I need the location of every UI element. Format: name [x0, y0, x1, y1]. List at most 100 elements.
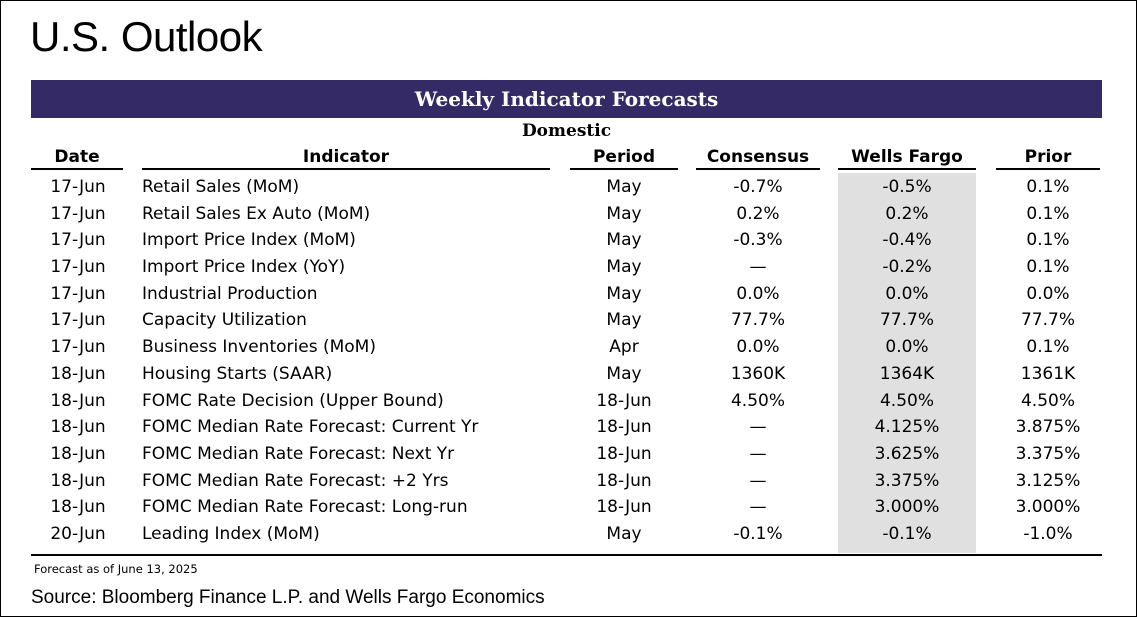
period-cell: 18-Jun [596, 443, 652, 464]
table-row: 18-Jun FOMC Median Rate Forecast: +2 Yrs 1… [0, 468, 1137, 495]
wells-fargo-column-highlight [838, 173, 976, 553]
indicator-cell: FOMC Median Rate Forecast: Long-run [142, 497, 468, 518]
prior-cell: 3.375% [1015, 443, 1081, 464]
date-cell: 17-Jun [50, 283, 106, 304]
table-row: 20-Jun Leading Index (MoM) May -0.1% -0.1% -1… [0, 521, 1137, 548]
indicator-cell: FOMC Median Rate Forecast: Next Yr [142, 443, 455, 464]
date-cell: 17-Jun [50, 337, 106, 358]
wells-fargo-cell: 77.7% [879, 310, 934, 331]
column-header-indicator: Indicator [142, 146, 550, 170]
column-header-date: Date [31, 146, 123, 170]
indicator-cell: FOMC Rate Decision (Upper Bound) [142, 390, 444, 411]
indicator-cell: Retail Sales Ex Auto (MoM) [142, 203, 371, 224]
period-cell: May [606, 523, 642, 544]
prior-cell: 4.50% [1020, 390, 1075, 411]
indicator-cell: Retail Sales (MoM) [142, 177, 300, 197]
indicator-cell: Leading Index (MoM) [142, 523, 320, 544]
indicator-cell: Business Inventories (MoM) [142, 337, 376, 358]
wells-fargo-cell: -0.4% [882, 230, 932, 251]
consensus-cell: — [749, 443, 767, 464]
table-row: 17-Jun Import Price Index (YoY) May — -0.2% 0… [0, 254, 1137, 281]
period-cell: 18-Jun [596, 390, 652, 411]
table-banner: Weekly Indicator Forecasts [31, 80, 1102, 118]
table-row: 17-Jun Retail Sales (MoM) May -0.7% -0.5% 0.1… [0, 174, 1137, 201]
table-row: 17-Jun Import Price Index (MoM) May -0.3% -0… [0, 227, 1137, 254]
date-cell: 18-Jun [50, 497, 106, 518]
wells-fargo-cell: -0.1% [882, 523, 932, 544]
indicator-cell: Housing Starts (SAAR) [142, 363, 333, 384]
prior-cell: 3.875% [1015, 417, 1081, 438]
consensus-cell: 77.7% [730, 310, 785, 331]
consensus-cell: — [749, 417, 767, 438]
period-cell: May [606, 363, 642, 384]
date-cell: 17-Jun [50, 257, 106, 278]
prior-cell: 77.7% [1020, 310, 1075, 331]
prior-cell: 3.125% [1015, 470, 1081, 491]
consensus-cell: 1360K [730, 363, 786, 384]
table-row: 18-Jun FOMC Median Rate Forecast: Long-ru… [0, 494, 1137, 521]
consensus-cell: 0.0% [736, 337, 780, 358]
column-header-consensus: Consensus [696, 146, 820, 170]
prior-cell: 3.000% [1015, 497, 1081, 518]
date-cell: 18-Jun [50, 390, 106, 411]
consensus-cell: 0.0% [736, 283, 780, 304]
consensus-cell: -0.7% [733, 177, 783, 197]
period-cell: 18-Jun [596, 417, 652, 438]
consensus-cell: — [749, 257, 767, 278]
table-bottom-rule [31, 554, 1102, 556]
wells-fargo-cell: 3.625% [874, 443, 940, 464]
indicator-cell: Import Price Index (MoM) [142, 230, 356, 251]
period-cell: 18-Jun [596, 497, 652, 518]
wells-fargo-cell: 0.0% [885, 283, 929, 304]
prior-cell: -1.0% [1023, 523, 1073, 544]
forecast-date-note: Forecast as of June 13, 2025 [34, 562, 198, 576]
table-row: 17-Jun Retail Sales Ex Auto (MoM) May 0.2% 0… [0, 201, 1137, 228]
date-cell: 20-Jun [50, 523, 106, 544]
prior-cell: 0.1% [1026, 203, 1070, 224]
indicator-table-body: 17-Jun Retail Sales (MoM) May -0.7% -0.5% 0.1… [0, 174, 1137, 548]
wells-fargo-cell: 4.50% [879, 390, 934, 411]
wells-fargo-cell: -0.5% [882, 177, 932, 197]
period-cell: May [606, 310, 642, 331]
date-cell: 18-Jun [50, 363, 106, 384]
section-heading: Domestic [521, 121, 612, 141]
indicator-cell: Industrial Production [142, 283, 318, 304]
prior-cell: 0.1% [1026, 177, 1070, 197]
prior-cell: 0.1% [1026, 257, 1070, 278]
period-cell: May [606, 203, 642, 224]
wells-fargo-cell: 4.125% [874, 417, 940, 438]
indicator-cell: Import Price Index (YoY) [142, 257, 346, 278]
period-cell: May [606, 177, 642, 197]
date-cell: 17-Jun [50, 177, 106, 197]
date-cell: 17-Jun [50, 230, 106, 251]
period-cell: May [606, 283, 642, 304]
table-row: 17-Jun Capacity Utilization May 77.7% 77.7% 7… [0, 307, 1137, 334]
indicator-cell: FOMC Median Rate Forecast: +2 Yrs [142, 470, 449, 491]
wells-fargo-cell: 1364K [879, 363, 935, 384]
source-note: Source: Bloomberg Finance L.P. and Wells… [31, 587, 545, 608]
period-cell: Apr [609, 337, 639, 358]
consensus-cell: -0.3% [733, 230, 783, 251]
prior-cell: 0.0% [1026, 283, 1070, 304]
consensus-cell: -0.1% [733, 523, 783, 544]
date-cell: 17-Jun [50, 310, 106, 331]
prior-cell: 0.1% [1026, 337, 1070, 358]
wells-fargo-cell: 3.000% [874, 497, 940, 518]
table-row: 17-Jun Industrial Production May 0.0% 0.0% 0.… [0, 281, 1137, 308]
prior-cell: 0.1% [1026, 230, 1070, 251]
date-cell: 17-Jun [50, 203, 106, 224]
page-title: U.S. Outlook [30, 13, 263, 60]
indicator-cell: Capacity Utilization [142, 310, 307, 331]
table-row: 18-Jun FOMC Median Rate Forecast: Next Yr… [0, 441, 1137, 468]
date-cell: 18-Jun [50, 443, 106, 464]
period-cell: May [606, 230, 642, 251]
wells-fargo-cell: -0.2% [882, 257, 932, 278]
date-cell: 18-Jun [50, 417, 106, 438]
wells-fargo-cell: 0.0% [885, 337, 929, 358]
table-row: 17-Jun Business Inventories (MoM) Apr 0.0% 0… [0, 334, 1137, 361]
period-cell: 18-Jun [596, 470, 652, 491]
consensus-cell: — [749, 497, 767, 518]
column-header-prior: Prior [996, 146, 1100, 170]
column-header-wells-fargo: Wells Fargo [838, 146, 976, 170]
consensus-cell: — [749, 470, 767, 491]
